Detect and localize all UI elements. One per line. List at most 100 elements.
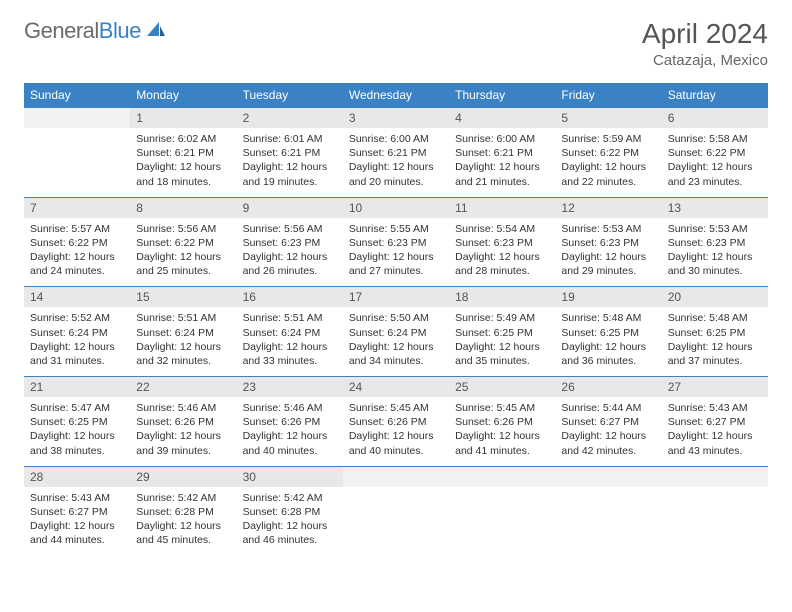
day-number-cell: 22 xyxy=(130,377,236,398)
day-content-cell: Sunrise: 5:56 AMSunset: 6:23 PMDaylight:… xyxy=(237,218,343,287)
day-number-cell: 18 xyxy=(449,287,555,308)
day-detail-line: and 26 minutes. xyxy=(243,264,337,278)
day-detail-line: Daylight: 12 hours xyxy=(349,429,443,443)
day-detail-line: Daylight: 12 hours xyxy=(136,429,230,443)
day-detail-line: and 25 minutes. xyxy=(136,264,230,278)
day-detail-line: Sunrise: 5:56 AM xyxy=(243,222,337,236)
day-number-cell: 14 xyxy=(24,287,130,308)
day-detail-line: and 23 minutes. xyxy=(668,175,762,189)
day-content-cell: Sunrise: 5:56 AMSunset: 6:22 PMDaylight:… xyxy=(130,218,236,287)
day-number-cell xyxy=(343,466,449,487)
day-detail-line: Daylight: 12 hours xyxy=(30,250,124,264)
day-detail-line: Daylight: 12 hours xyxy=(561,340,655,354)
day-content-cell: Sunrise: 5:43 AMSunset: 6:27 PMDaylight:… xyxy=(662,397,768,466)
day-number-cell: 11 xyxy=(449,197,555,218)
day-detail-line: Sunrise: 6:00 AM xyxy=(349,132,443,146)
day-detail-line: Sunset: 6:25 PM xyxy=(561,326,655,340)
day-detail-line: Sunset: 6:25 PM xyxy=(30,415,124,429)
day-number-cell xyxy=(662,466,768,487)
day-number-cell: 20 xyxy=(662,287,768,308)
day-detail-line: and 40 minutes. xyxy=(349,444,443,458)
day-detail-line: Daylight: 12 hours xyxy=(668,429,762,443)
day-detail-line: Daylight: 12 hours xyxy=(136,340,230,354)
day-content-cell: Sunrise: 5:52 AMSunset: 6:24 PMDaylight:… xyxy=(24,307,130,376)
day-detail-line: Daylight: 12 hours xyxy=(30,340,124,354)
day-detail-line: and 30 minutes. xyxy=(668,264,762,278)
day-content-cell: Sunrise: 5:50 AMSunset: 6:24 PMDaylight:… xyxy=(343,307,449,376)
day-detail-line: Sunset: 6:22 PM xyxy=(136,236,230,250)
day-detail-line: Daylight: 12 hours xyxy=(243,160,337,174)
day-detail-line: Sunset: 6:23 PM xyxy=(455,236,549,250)
day-detail-line: Daylight: 12 hours xyxy=(349,340,443,354)
day-detail-line: Sunrise: 5:48 AM xyxy=(668,311,762,325)
day-number-cell: 2 xyxy=(237,108,343,129)
day-content-cell: Sunrise: 5:44 AMSunset: 6:27 PMDaylight:… xyxy=(555,397,661,466)
day-detail-line: Sunset: 6:24 PM xyxy=(30,326,124,340)
day-detail-line: Daylight: 12 hours xyxy=(561,160,655,174)
day-detail-line: Sunset: 6:21 PM xyxy=(243,146,337,160)
day-detail-line: Sunrise: 5:50 AM xyxy=(349,311,443,325)
day-number-cell: 23 xyxy=(237,377,343,398)
day-detail-line: Sunset: 6:22 PM xyxy=(668,146,762,160)
day-detail-line: and 36 minutes. xyxy=(561,354,655,368)
day-detail-line: and 20 minutes. xyxy=(349,175,443,189)
day-detail-line: Sunrise: 5:43 AM xyxy=(668,401,762,415)
brand-part2: Blue xyxy=(99,18,141,43)
day-content-row: Sunrise: 5:47 AMSunset: 6:25 PMDaylight:… xyxy=(24,397,768,466)
day-detail-line: and 45 minutes. xyxy=(136,533,230,547)
day-content-cell: Sunrise: 5:53 AMSunset: 6:23 PMDaylight:… xyxy=(555,218,661,287)
day-detail-line: and 32 minutes. xyxy=(136,354,230,368)
day-detail-line: and 27 minutes. xyxy=(349,264,443,278)
day-detail-line: and 43 minutes. xyxy=(668,444,762,458)
day-content-cell: Sunrise: 5:53 AMSunset: 6:23 PMDaylight:… xyxy=(662,218,768,287)
day-detail-line: Sunrise: 5:58 AM xyxy=(668,132,762,146)
day-number-cell: 1 xyxy=(130,108,236,129)
day-detail-line: and 46 minutes. xyxy=(243,533,337,547)
day-number-cell: 30 xyxy=(237,466,343,487)
day-content-row: Sunrise: 6:02 AMSunset: 6:21 PMDaylight:… xyxy=(24,128,768,197)
day-number-cell xyxy=(555,466,661,487)
day-detail-line: Sunset: 6:22 PM xyxy=(561,146,655,160)
day-header: Wednesday xyxy=(343,83,449,108)
day-detail-line: and 41 minutes. xyxy=(455,444,549,458)
day-content-cell: Sunrise: 5:45 AMSunset: 6:26 PMDaylight:… xyxy=(343,397,449,466)
day-detail-line: Sunrise: 5:42 AM xyxy=(136,491,230,505)
day-content-row: Sunrise: 5:57 AMSunset: 6:22 PMDaylight:… xyxy=(24,218,768,287)
day-detail-line: Sunrise: 5:44 AM xyxy=(561,401,655,415)
day-detail-line: Sunrise: 5:56 AM xyxy=(136,222,230,236)
day-detail-line: Sunset: 6:23 PM xyxy=(561,236,655,250)
day-detail-line: Sunrise: 6:02 AM xyxy=(136,132,230,146)
day-detail-line: and 38 minutes. xyxy=(30,444,124,458)
day-content-cell: Sunrise: 5:59 AMSunset: 6:22 PMDaylight:… xyxy=(555,128,661,197)
day-content-cell: Sunrise: 5:49 AMSunset: 6:25 PMDaylight:… xyxy=(449,307,555,376)
day-number-row: 21222324252627 xyxy=(24,377,768,398)
day-detail-line: Daylight: 12 hours xyxy=(668,160,762,174)
day-detail-line: Sunrise: 5:55 AM xyxy=(349,222,443,236)
day-detail-line: and 31 minutes. xyxy=(30,354,124,368)
day-detail-line: Sunset: 6:25 PM xyxy=(668,326,762,340)
day-detail-line: Sunrise: 5:52 AM xyxy=(30,311,124,325)
day-detail-line: and 28 minutes. xyxy=(455,264,549,278)
day-detail-line: Daylight: 12 hours xyxy=(349,250,443,264)
day-detail-line: Sunrise: 5:51 AM xyxy=(136,311,230,325)
day-number-cell: 12 xyxy=(555,197,661,218)
day-detail-line: Sunset: 6:27 PM xyxy=(668,415,762,429)
day-detail-line: Sunrise: 5:42 AM xyxy=(243,491,337,505)
day-number-row: 282930 xyxy=(24,466,768,487)
day-detail-line: Sunrise: 5:59 AM xyxy=(561,132,655,146)
day-detail-line: Sunrise: 6:00 AM xyxy=(455,132,549,146)
day-number-cell: 3 xyxy=(343,108,449,129)
day-content-cell: Sunrise: 5:48 AMSunset: 6:25 PMDaylight:… xyxy=(555,307,661,376)
calendar-body: 123456Sunrise: 6:02 AMSunset: 6:21 PMDay… xyxy=(24,108,768,556)
day-detail-line: and 33 minutes. xyxy=(243,354,337,368)
day-content-cell: Sunrise: 5:54 AMSunset: 6:23 PMDaylight:… xyxy=(449,218,555,287)
day-content-cell: Sunrise: 5:57 AMSunset: 6:22 PMDaylight:… xyxy=(24,218,130,287)
day-content-cell: Sunrise: 5:45 AMSunset: 6:26 PMDaylight:… xyxy=(449,397,555,466)
day-detail-line: Sunset: 6:26 PM xyxy=(349,415,443,429)
day-detail-line: Sunset: 6:26 PM xyxy=(243,415,337,429)
day-number-cell: 16 xyxy=(237,287,343,308)
day-detail-line: Sunrise: 5:49 AM xyxy=(455,311,549,325)
day-content-cell: Sunrise: 6:01 AMSunset: 6:21 PMDaylight:… xyxy=(237,128,343,197)
day-detail-line: Sunset: 6:23 PM xyxy=(668,236,762,250)
day-detail-line: Daylight: 12 hours xyxy=(455,429,549,443)
